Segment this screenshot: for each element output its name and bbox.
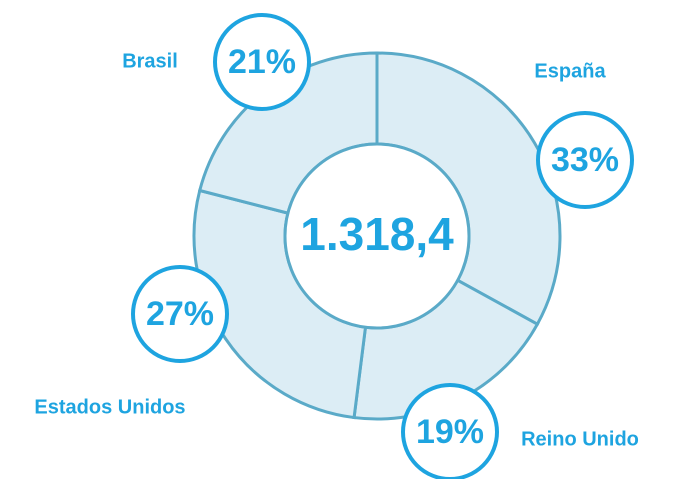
category-label: Estados Unidos (34, 396, 185, 418)
value-bubble (401, 383, 499, 479)
center-label: 1.318,4 (300, 208, 454, 260)
category-label: España (534, 60, 606, 82)
value-bubble (213, 13, 311, 111)
value-label: 27% (146, 295, 214, 333)
category-label: Brasil (122, 50, 178, 72)
value-bubble (131, 265, 229, 363)
value-label: 21% (228, 43, 296, 81)
center-circle (283, 142, 471, 330)
category-label: Reino Unido (521, 428, 639, 450)
value-label: 19% (416, 413, 484, 451)
value-label: 33% (551, 141, 619, 179)
value-bubble (536, 111, 634, 209)
